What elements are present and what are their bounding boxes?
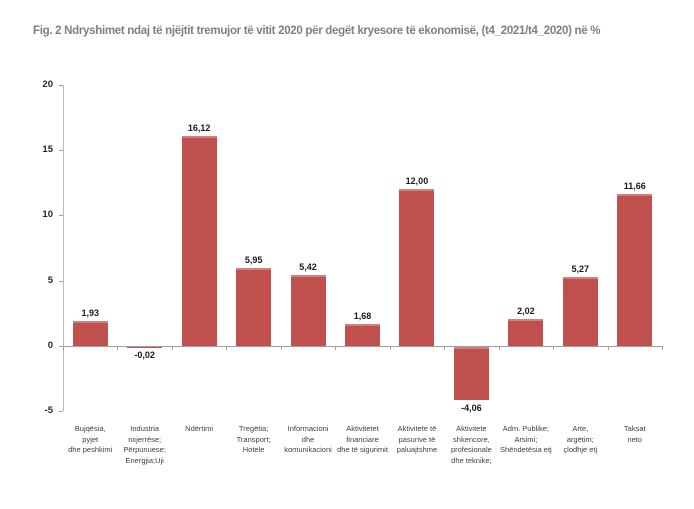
bar: [181, 135, 217, 346]
x-axis-tick: [171, 345, 173, 350]
x-axis-tick: [389, 345, 391, 350]
x-axis-category-label: Adm. Publike; Arsimi; Shëndetësia etj: [499, 424, 552, 454]
y-axis-tick-label: 0: [47, 339, 53, 351]
x-axis-tick: [607, 345, 609, 350]
y-axis-tick: [59, 215, 63, 217]
bar-value-label: -4,06: [461, 402, 482, 413]
bar-value-label: 2,02: [517, 306, 535, 317]
y-axis-tick-label: 5: [47, 274, 53, 286]
x-axis-tick: [280, 345, 282, 350]
bar-value-label: 1,68: [353, 310, 372, 321]
x-axis-tick: [335, 345, 337, 350]
figure-title: Fig. 2 Ndryshimet ndaj të njëjtit tremuj…: [33, 25, 601, 37]
bar: [345, 323, 380, 346]
x-axis-tick: [662, 345, 663, 350]
bar-value-label: 5,42: [299, 262, 317, 273]
y-axis-tick: [59, 150, 63, 152]
x-axis-tick: [63, 345, 64, 350]
bar-value-label: 5,95: [244, 255, 263, 266]
y-axis-tick: [59, 280, 63, 282]
y-axis-tick: [59, 85, 63, 86]
x-axis-category-label: Aktivitete shkencore, profesionale dhe t…: [450, 424, 492, 465]
x-axis-category-label: Bujqësia, pyjet dhe peshkimi: [68, 424, 113, 454]
bar-value-label: 1,93: [81, 307, 99, 318]
bar: [453, 346, 489, 400]
x-axis-category-label: Aktivitete të pasurive të paluajtshme: [396, 424, 438, 454]
x-axis-category-label: Informacioni dhe komunikacioni: [284, 424, 332, 454]
x-axis-tick: [553, 345, 555, 350]
y-axis-line: [63, 85, 64, 411]
x-axis-line: [63, 345, 663, 347]
bar-value-label: 11,66: [623, 180, 646, 191]
bar: [508, 319, 544, 346]
bar-value-label: -0,02: [134, 350, 155, 361]
y-axis-tick: [59, 345, 63, 347]
x-axis-tick: [226, 345, 228, 350]
bar: [617, 193, 653, 346]
x-axis-tick: [498, 345, 500, 350]
bar: [236, 268, 272, 346]
x-axis-category-label: Industria nxjerrëse; Përpunuese; Energji…: [123, 424, 166, 465]
y-axis-tick-label: -5: [44, 405, 53, 416]
y-axis-tick-label: 15: [42, 144, 53, 156]
x-axis-tick: [117, 345, 119, 350]
bar: [562, 277, 598, 346]
y-axis-tick: [59, 411, 63, 412]
x-axis-category-label: Tregëtia; Transport; Hotele: [236, 424, 271, 454]
bar-value-label: 16,12: [187, 122, 211, 133]
x-axis-category-label: Arte, argëtim; çlodhje etj: [563, 424, 598, 454]
x-axis-tick: [444, 345, 446, 350]
bar: [290, 275, 326, 346]
bar-value-label: 5,27: [571, 264, 590, 275]
y-axis-tick-label: 20: [42, 79, 53, 90]
bar: [399, 189, 435, 346]
x-axis-category-label: Taksat neto: [623, 424, 646, 444]
bar-value-label: 12,00: [405, 176, 429, 187]
y-axis-tick-label: 10: [42, 209, 53, 221]
x-axis-category-label: Ndërtimi: [185, 424, 214, 433]
bar: [72, 320, 108, 346]
x-axis-category-label: Aktivitetet financiare dhe të sigurimit: [337, 424, 388, 454]
